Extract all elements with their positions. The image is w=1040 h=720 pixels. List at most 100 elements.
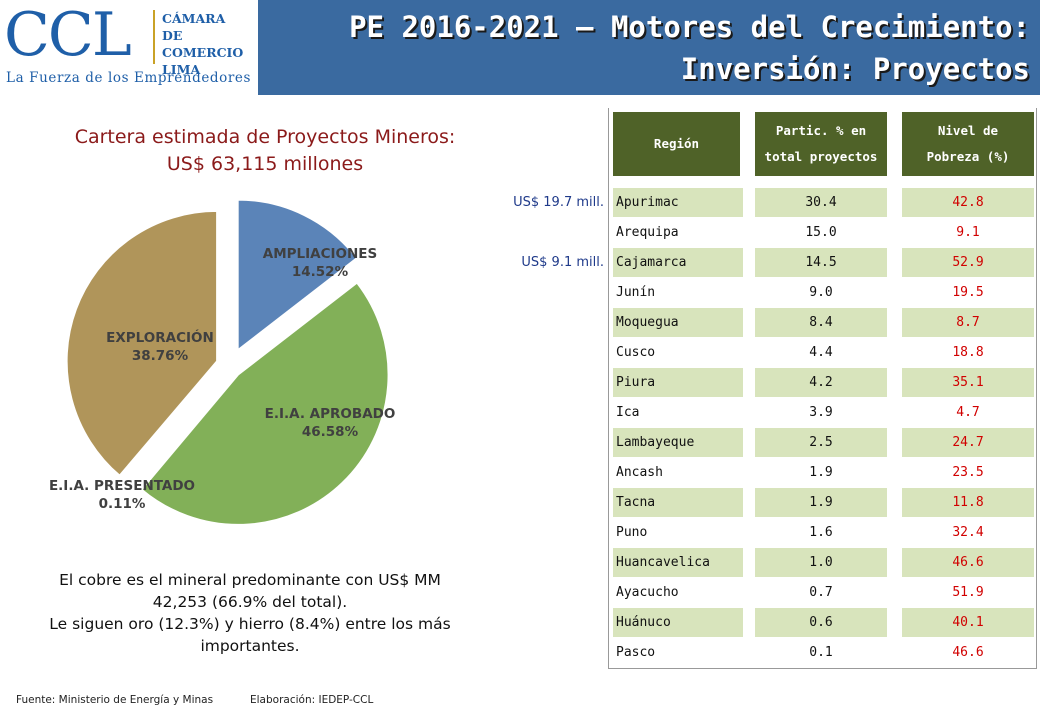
pie-slice-e-i-a-aprobado [140, 281, 390, 526]
poverty-cell: 40.1 [902, 608, 1034, 637]
region-cell: Tacna [613, 488, 743, 517]
slice-label: E.I.A. APROBADO [265, 406, 396, 422]
table-row: Moquegua 8.4 8.7 [609, 308, 1036, 337]
poverty-cell: 24.7 [902, 428, 1034, 457]
footer-source: Fuente: Ministerio de Energía y Minas [16, 694, 214, 706]
poverty-cell: 19.5 [952, 285, 984, 300]
column-header-poverty: Nivel de Pobreza (%) [902, 112, 1034, 176]
region-cell: Junín [616, 285, 656, 300]
poverty-cell: 11.8 [902, 488, 1034, 517]
header-line: Nivel de [937, 123, 999, 138]
region-cell: Apurimac [613, 188, 743, 217]
column-header-participation: Partic. % en total proyectos [755, 112, 887, 176]
title-line-1: PE 2016-2021 – Motores del Crecimiento: [349, 10, 1030, 44]
participation-cell: 1.9 [809, 465, 833, 480]
participation-cell: 0.6 [755, 608, 887, 637]
header-line: total proyectos [764, 149, 878, 164]
title-line-2: Inversión: Proyectos [680, 52, 1030, 86]
table-row: Cusco 4.4 18.8 [609, 338, 1036, 367]
table-row: Piura 4.2 35.1 [609, 368, 1036, 397]
logo-tagline: La Fuerza de los Emprendedores [6, 70, 252, 86]
poverty-cell: 8.7 [902, 308, 1034, 337]
pie-slice-exploraci-n [66, 210, 218, 477]
region-cell: Ica [616, 405, 640, 420]
region-cell: Arequipa [616, 225, 679, 240]
participation-cell: 3.9 [809, 405, 833, 420]
region-cell: Puno [616, 525, 648, 540]
region-table: Región Partic. % en total proyectos Nive… [608, 108, 1037, 669]
logo-org-line: LIMA [162, 62, 201, 77]
table-row: Pasco 0.1 46.6 [609, 638, 1036, 667]
table-row: Ancash 1.9 23.5 [609, 458, 1036, 487]
participation-cell: 4.2 [755, 368, 887, 397]
slice-value-label: 0.11% [99, 496, 146, 512]
poverty-cell: 42.8 [902, 188, 1034, 217]
title-banner: PE 2016-2021 – Motores del Crecimiento: … [258, 0, 1040, 95]
poverty-cell: 23.5 [952, 465, 984, 480]
footer-elaboration: Elaboración: IEDEP-CCL [250, 694, 374, 706]
summary-line: Le siguen oro (12.3%) y hierro (8.4%) en… [49, 615, 451, 633]
logo-org-name: CÁMARA DE COMERCIO LIMA [162, 10, 258, 78]
header-line: Región [653, 136, 700, 151]
annotation-cajamarca: US$ 9.1 mill. [521, 255, 604, 270]
mining-projects-pie-chart: AMPLIACIONES 14.52% E.I.A. APROBADO 46.58% E… [49, 199, 396, 526]
participation-cell: 1.0 [755, 548, 887, 577]
table-row: Huánuco 0.6 40.1 [609, 608, 1036, 637]
poverty-cell: 4.7 [956, 405, 980, 420]
logo-divider [153, 10, 155, 64]
chart-title-line-1: Cartera estimada de Proyectos Mineros: [74, 126, 456, 148]
pie-slice-e-i-a-presentado [125, 373, 225, 490]
table-row: Ayacucho 0.7 51.9 [609, 578, 1036, 607]
chart-title: Cartera estimada de Proyectos Mineros: U… [20, 124, 510, 178]
ccl-logo: CCL CÁMARA DE COMERCIO LIMA La Fuerza de… [0, 0, 258, 95]
region-cell: Lambayeque [613, 428, 743, 457]
poverty-cell: 32.4 [952, 525, 984, 540]
table-row: Cajamarca 14.5 52.9 [609, 248, 1036, 277]
annotation-apurimac: US$ 19.7 mill. [513, 195, 604, 210]
poverty-cell: 9.1 [956, 225, 980, 240]
summary-line: 42,253 (66.9% del total). [152, 593, 348, 611]
participation-cell: 14.5 [755, 248, 887, 277]
participation-cell: 8.4 [755, 308, 887, 337]
table-row: Arequipa 15.0 9.1 [609, 218, 1036, 247]
participation-cell: 0.7 [809, 585, 833, 600]
table-row: Junín 9.0 19.5 [609, 278, 1036, 307]
poverty-cell: 46.6 [952, 645, 984, 660]
participation-cell: 0.1 [809, 645, 833, 660]
region-cell: Ancash [616, 465, 663, 480]
summary-text: El cobre es el mineral predominante con … [0, 569, 500, 657]
region-cell: Moquegua [613, 308, 743, 337]
participation-cell: 30.4 [755, 188, 887, 217]
table-row: Tacna 1.9 11.8 [609, 488, 1036, 517]
poverty-cell: 46.6 [902, 548, 1034, 577]
participation-cell: 15.0 [805, 225, 837, 240]
slice-value-label: 46.58% [302, 424, 359, 440]
poverty-cell: 51.9 [952, 585, 984, 600]
region-cell: Huancavelica [613, 548, 743, 577]
logo-ccl-text: CCL [4, 0, 132, 70]
header-line: Pobreza (%) [926, 149, 1010, 164]
slice-label: EXPLORACIÓN [106, 328, 214, 346]
region-cell: Ayacucho [616, 585, 679, 600]
header-line: Partic. % en [775, 123, 867, 138]
summary-line: importantes. [200, 637, 300, 655]
slice-value-label: 38.76% [132, 348, 189, 364]
poverty-cell: 35.1 [902, 368, 1034, 397]
participation-cell: 1.6 [809, 525, 833, 540]
table-row: Ica 3.9 4.7 [609, 398, 1036, 427]
table-row: Apurimac 30.4 42.8 [609, 188, 1036, 217]
table-row: Lambayeque 2.5 24.7 [609, 428, 1036, 457]
pie-slice-ampliaciones [237, 199, 358, 352]
participation-cell: 2.5 [755, 428, 887, 457]
region-cell: Cajamarca [613, 248, 743, 277]
summary-line: El cobre es el mineral predominante con … [59, 571, 441, 589]
chart-title-line-2: US$ 63,115 millones [166, 153, 364, 175]
table-row: Huancavelica 1.0 46.6 [609, 548, 1036, 577]
slice-value-label: 14.52% [292, 264, 349, 280]
column-header-region: Región [613, 112, 740, 176]
logo-org-line: CÁMARA [162, 11, 226, 26]
participation-cell: 4.4 [809, 345, 833, 360]
poverty-cell: 52.9 [902, 248, 1034, 277]
region-cell: Pasco [616, 645, 656, 660]
table-row: Puno 1.6 32.4 [609, 518, 1036, 547]
